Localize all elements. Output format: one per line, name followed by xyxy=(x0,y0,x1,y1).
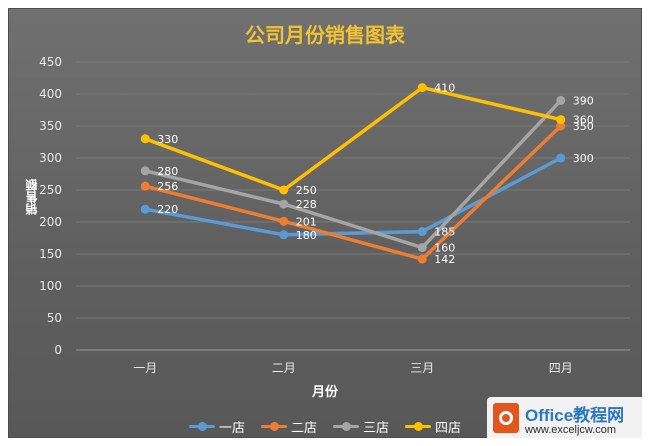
legend-swatch xyxy=(188,422,215,431)
x-tick-label: 四月 xyxy=(549,361,573,375)
data-point xyxy=(279,185,289,195)
legend-swatch xyxy=(333,422,359,431)
y-tick-label: 350 xyxy=(39,119,62,133)
data-label: 256 xyxy=(157,180,178,193)
y-tick-label: 200 xyxy=(39,215,62,229)
data-point xyxy=(140,204,150,214)
data-label: 220 xyxy=(157,203,178,216)
legend: 一店 二店 三店 四店 xyxy=(9,417,641,436)
series-line-2 xyxy=(143,124,563,261)
y-tick-label: 450 xyxy=(39,55,62,69)
series-line-3 xyxy=(143,98,563,250)
data-point xyxy=(279,199,289,209)
office-logo-icon xyxy=(493,403,519,433)
legend-swatch xyxy=(260,422,287,431)
data-label: 201 xyxy=(296,215,317,228)
data-point xyxy=(556,95,566,105)
x-tick-label: 三月 xyxy=(410,361,434,375)
data-label: 330 xyxy=(157,133,178,146)
data-point xyxy=(279,216,289,226)
watermark-brand: Office教程网 xyxy=(525,406,625,425)
data-label: 142 xyxy=(434,253,455,266)
data-point xyxy=(140,134,150,144)
data-label: 390 xyxy=(573,94,594,107)
data-label: 185 xyxy=(434,226,455,239)
legend-label: 一店 xyxy=(218,421,245,436)
x-tick-label: 二月 xyxy=(272,361,296,375)
data-point xyxy=(417,227,427,237)
watermark-url: www.exceljcw.com xyxy=(525,424,617,436)
chart-title: 公司月份销售图表 xyxy=(245,23,405,47)
watermark: Office教程网 www.exceljcw.com xyxy=(487,397,647,443)
legend-label: 三店 xyxy=(363,421,390,436)
data-point xyxy=(417,254,427,264)
x-tick-label: 一月 xyxy=(133,361,157,375)
y-tick-label: 400 xyxy=(39,87,62,101)
data-label: 180 xyxy=(296,229,317,242)
data-point xyxy=(140,181,150,191)
data-point xyxy=(556,121,566,131)
y-tick-label: 300 xyxy=(39,151,62,165)
series-line-1 xyxy=(143,156,563,237)
legend-label: 四店 xyxy=(435,421,462,436)
data-label: 360 xyxy=(573,114,594,127)
data-point xyxy=(417,83,427,93)
y-tick-label: 150 xyxy=(39,247,62,261)
legend-item: 四店 xyxy=(405,417,461,436)
series-line-4 xyxy=(143,85,563,192)
legend-swatch xyxy=(405,422,432,431)
y-tick-label: 0 xyxy=(54,343,62,357)
legend-label: 二店 xyxy=(290,421,317,436)
y-tick-label: 250 xyxy=(39,183,62,197)
data-label: 350 xyxy=(573,120,594,133)
data-label: 300 xyxy=(573,152,594,165)
chart-frame: 公司月份销售图表 销售额 月份 一店 二店 三店 四店 xyxy=(8,8,642,438)
data-point xyxy=(556,153,566,163)
y-tick-label: 100 xyxy=(39,279,62,293)
data-label: 160 xyxy=(434,242,455,255)
data-point xyxy=(279,230,289,240)
x-axis-label: 月份 xyxy=(311,385,338,400)
data-label: 280 xyxy=(157,165,178,178)
data-label: 228 xyxy=(296,198,317,211)
data-point xyxy=(556,115,566,125)
legend-item: 一店 xyxy=(188,417,245,436)
data-point xyxy=(417,243,427,253)
data-point xyxy=(140,166,150,176)
legend-item: 三店 xyxy=(333,417,389,436)
y-tick-label: 50 xyxy=(47,311,62,325)
legend-item: 二店 xyxy=(260,417,317,436)
data-label: 250 xyxy=(296,184,317,197)
data-label: 410 xyxy=(434,82,455,95)
